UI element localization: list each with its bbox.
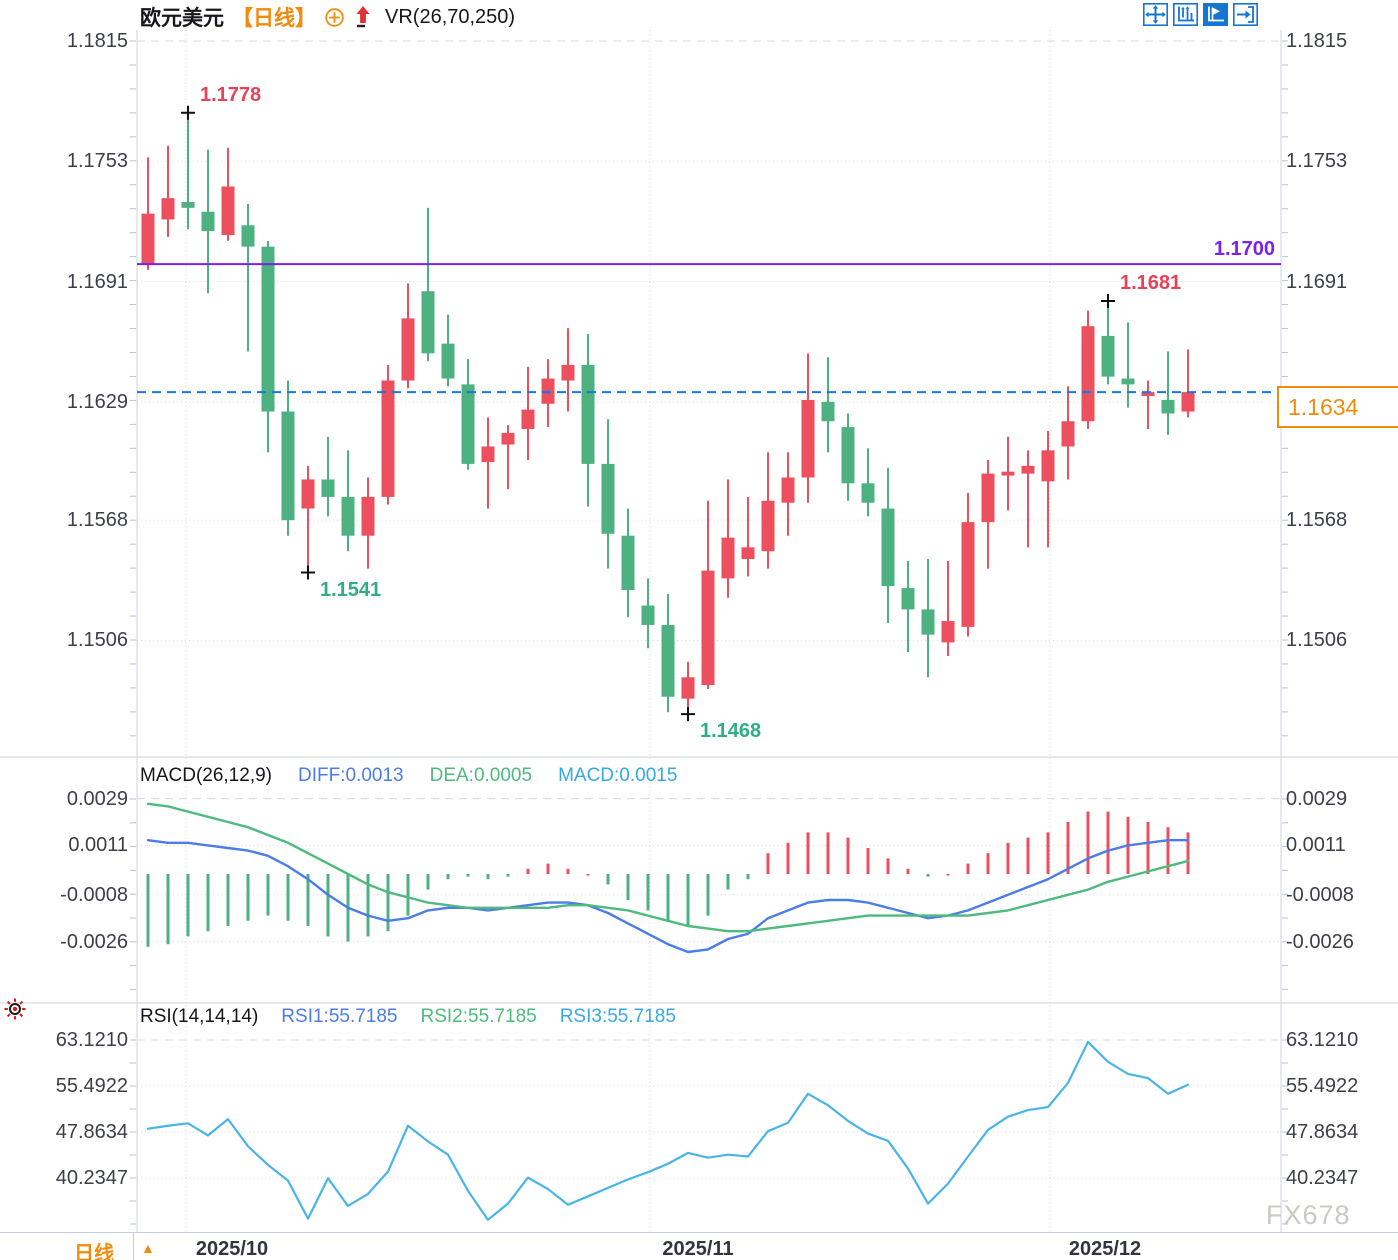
chart-header: 欧元美元 【日线】 VR(26,70,250): [140, 4, 516, 31]
last-price-tag: 1.1634: [1277, 386, 1398, 428]
y-axis-label-left: 1.1629: [66, 391, 128, 413]
macd-title[interactable]: MACD(26,12,9): [140, 765, 272, 786]
y-axis-label-left: 63.1210: [55, 1029, 128, 1051]
add-indicator-icon[interactable]: [324, 7, 345, 28]
y-axis-label-right: 1.1568: [1286, 509, 1348, 531]
y-axis-label-left: 55.4922: [55, 1075, 128, 1097]
y-axis-label-right: 1.1691: [1286, 271, 1348, 293]
rsi3-value: RSI3:55.7185: [559, 1006, 676, 1027]
y-axis-label-right: 47.8634: [1286, 1121, 1359, 1143]
indicator-label[interactable]: VR(26,70,250): [385, 5, 516, 28]
y-axis-label-left: 1.1691: [66, 271, 128, 293]
y-axis-label-left: 0.0011: [68, 834, 128, 856]
macd-dea-value: DEA:0.0005: [429, 765, 533, 786]
price-annotation-1.1681: 1.1681: [1120, 271, 1182, 294]
y-axis-label-right: 55.4922: [1286, 1075, 1359, 1097]
chart-toolbar: [1143, 3, 1258, 31]
y-axis-label-right: 40.2347: [1286, 1167, 1359, 1189]
macd-value: MACD:0.0015: [558, 765, 678, 786]
y-axis-label-left: 1.1815: [66, 30, 128, 52]
chart-draw-tool-icon[interactable]: [1203, 3, 1228, 31]
x-axis-month-label: 2025/11: [662, 1238, 734, 1260]
y-axis-label-right: 1.1815: [1286, 30, 1348, 52]
macd-header: MACD(26,12,9) DIFF:0.0013 DEA:0.0005 MAC…: [140, 765, 677, 787]
y-axis-label-right: 0.0011: [1286, 834, 1346, 856]
move-tool-icon[interactable]: [1143, 3, 1168, 31]
y-axis-label-right: 1.1506: [1286, 629, 1348, 651]
footer-separator: [133, 1233, 134, 1260]
y-axis-label-left: 1.1506: [66, 629, 128, 651]
y-axis-label-left: 1.1568: [66, 509, 128, 531]
y-axis-label-left: -0.0026: [60, 931, 128, 953]
y-axis-label-right: 0.0029: [1286, 788, 1348, 810]
y-axis-label-left: 0.0029: [66, 788, 128, 810]
price-annotation-1.1541: 1.1541: [320, 578, 382, 601]
y-axis-label-right: 1.1753: [1286, 150, 1348, 172]
rsi-title[interactable]: RSI(14,14,14): [140, 1006, 259, 1027]
collapse-right-panel-icon[interactable]: [1233, 3, 1258, 31]
x-axis-month-label: 2025/10: [195, 1238, 269, 1260]
y-axis-label-left: 40.2347: [55, 1167, 128, 1189]
period-dropdown-arrow-icon[interactable]: ▲: [141, 1240, 155, 1256]
symbol-title: 欧元美元: [140, 7, 224, 30]
axis-scale-tool-icon[interactable]: [1173, 3, 1198, 31]
rsi2-value: RSI2:55.7185: [420, 1006, 537, 1027]
period-selector[interactable]: 日线: [74, 1243, 114, 1260]
y-axis-label-left: 47.8634: [55, 1121, 128, 1143]
period-tag[interactable]: 【日线】: [232, 7, 316, 30]
y-axis-label-right: -0.0026: [1286, 931, 1354, 953]
y-axis-label-right: 63.1210: [1286, 1029, 1359, 1051]
buy-arrow-icon: [353, 5, 373, 29]
y-axis-label-left: -0.0008: [60, 884, 128, 906]
price-annotation-1.1778: 1.1778: [200, 83, 262, 106]
rsi1-value: RSI1:55.7185: [281, 1006, 398, 1027]
x-axis-bar: 日线 ▲ 2025/10 2025/11 2025/12: [0, 1232, 1398, 1260]
watermark: FX678: [1266, 1200, 1351, 1230]
x-axis-month-label: 2025/12: [1068, 1238, 1142, 1260]
macd-diff-value: DIFF:0.0013: [298, 765, 404, 786]
price-annotation-1.1468: 1.1468: [700, 720, 762, 743]
indicator-settings-icon[interactable]: [3, 997, 27, 1026]
rsi-header: RSI(14,14,14) RSI1:55.7185 RSI2:55.7185 …: [140, 1006, 676, 1028]
hline-value-label[interactable]: 1.1700: [1213, 238, 1275, 260]
y-axis-label-left: 1.1753: [66, 150, 128, 172]
y-axis-label-right: -0.0008: [1286, 884, 1354, 906]
